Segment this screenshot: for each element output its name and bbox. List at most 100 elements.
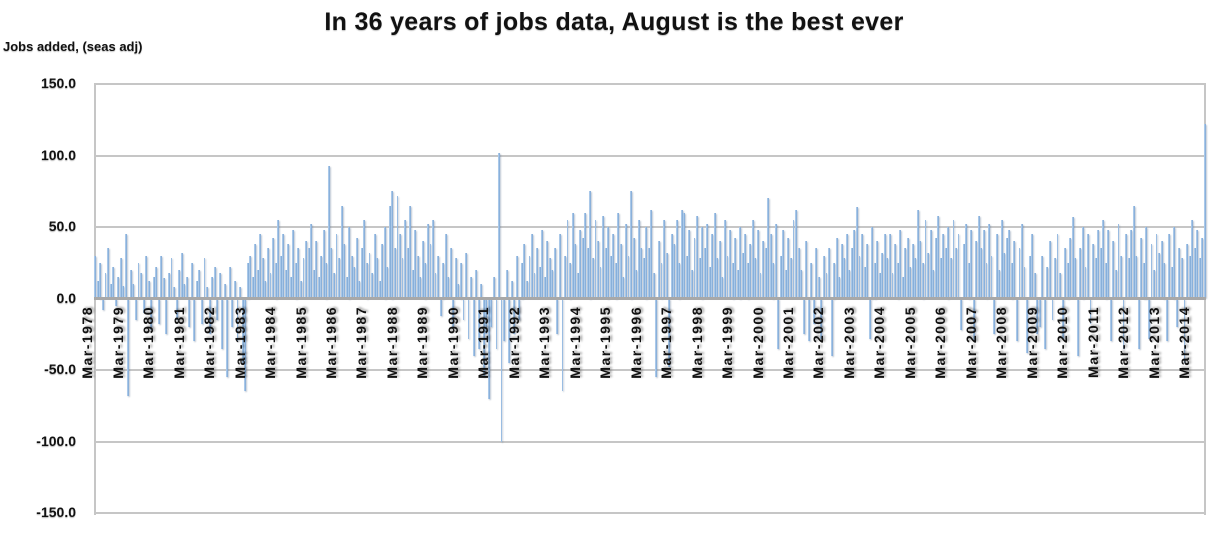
bar xyxy=(838,277,841,299)
bar xyxy=(952,219,955,299)
bar xyxy=(1000,219,1003,299)
bar xyxy=(432,219,434,299)
bar xyxy=(409,205,412,299)
bar xyxy=(685,255,688,299)
bar xyxy=(198,269,201,299)
x-tick-label: Mar-2009 xyxy=(1023,305,1040,379)
gridline-150 xyxy=(94,83,1206,85)
bar xyxy=(234,281,236,299)
x-tick-label: Mar-1998 xyxy=(688,305,705,379)
y-tick-label: 150.0 xyxy=(40,75,76,91)
bar xyxy=(579,229,582,299)
y-tick-label: 0.0 xyxy=(56,289,76,306)
x-tick-label: Mar-2006 xyxy=(932,305,949,379)
bar xyxy=(906,238,909,299)
x-tick-label: Mar-1986 xyxy=(322,305,339,379)
bar xyxy=(525,281,528,299)
bar xyxy=(399,234,401,299)
bar xyxy=(269,272,272,299)
bar xyxy=(934,238,937,299)
bar xyxy=(124,234,127,299)
bar xyxy=(421,241,424,299)
x-tick-label: Mar-2005 xyxy=(901,305,918,379)
bar xyxy=(477,298,480,349)
x-tick-label: Mar-1996 xyxy=(627,305,644,379)
bar xyxy=(868,298,871,339)
bar xyxy=(914,258,917,299)
bar xyxy=(1142,262,1145,299)
bar xyxy=(1069,238,1072,299)
bar xyxy=(774,224,777,299)
bar xyxy=(1005,238,1008,299)
bar xyxy=(1059,272,1062,299)
bar xyxy=(190,262,193,299)
bar xyxy=(553,248,556,299)
bar xyxy=(1201,238,1204,299)
bar xyxy=(896,262,899,299)
bar xyxy=(206,287,208,299)
bar xyxy=(772,262,775,299)
bar xyxy=(802,298,805,335)
bar xyxy=(246,262,249,299)
bar xyxy=(1038,298,1041,328)
bar xyxy=(642,258,645,299)
bar xyxy=(470,277,473,299)
bar xyxy=(630,191,632,299)
y-tick-label: 100.0 xyxy=(40,146,76,163)
bar xyxy=(505,269,508,299)
bar xyxy=(812,298,815,325)
bar xyxy=(810,262,813,299)
bar xyxy=(962,244,965,299)
bar xyxy=(442,262,445,299)
bar xyxy=(520,262,523,299)
bar xyxy=(1023,267,1026,299)
bar xyxy=(1183,298,1186,363)
bar xyxy=(452,298,455,328)
x-tick-label: Mar-2004 xyxy=(871,305,888,379)
bar xyxy=(145,255,148,299)
bar xyxy=(1061,298,1064,339)
x-tick-label: Mar-1980 xyxy=(140,305,157,379)
x-tick-label: Mar-1989 xyxy=(414,305,431,379)
bar xyxy=(1198,258,1201,299)
bar xyxy=(764,248,767,299)
bar xyxy=(871,227,874,299)
bar xyxy=(670,234,673,299)
bar xyxy=(627,255,630,299)
bar xyxy=(977,215,980,299)
bar xyxy=(183,284,186,299)
bar xyxy=(289,277,292,299)
bar xyxy=(114,298,117,306)
bar xyxy=(769,234,772,299)
bar xyxy=(528,255,531,299)
bar xyxy=(261,258,264,299)
bar xyxy=(1173,227,1176,299)
bar xyxy=(513,298,516,335)
bar xyxy=(371,272,373,299)
bar xyxy=(899,229,902,299)
bar xyxy=(784,269,787,299)
bar xyxy=(1003,252,1006,299)
bar xyxy=(216,298,219,320)
bar xyxy=(856,206,858,299)
bar xyxy=(617,212,620,299)
bar xyxy=(383,227,386,299)
bar xyxy=(731,262,734,299)
bar xyxy=(807,298,810,342)
bar xyxy=(782,229,785,299)
bar xyxy=(957,234,960,299)
bar xyxy=(1036,298,1039,335)
x-tick-label: Mar-2003 xyxy=(840,305,857,379)
bar xyxy=(320,255,323,299)
bar xyxy=(368,252,371,299)
bar xyxy=(355,238,358,299)
bar xyxy=(1137,298,1140,349)
bar xyxy=(1175,298,1178,328)
bar xyxy=(688,229,691,299)
bar xyxy=(122,285,125,299)
bar xyxy=(132,284,135,299)
x-tick-label: Mar-1990 xyxy=(444,305,461,379)
bar xyxy=(823,255,825,299)
bar xyxy=(185,277,188,299)
bar xyxy=(350,255,353,299)
